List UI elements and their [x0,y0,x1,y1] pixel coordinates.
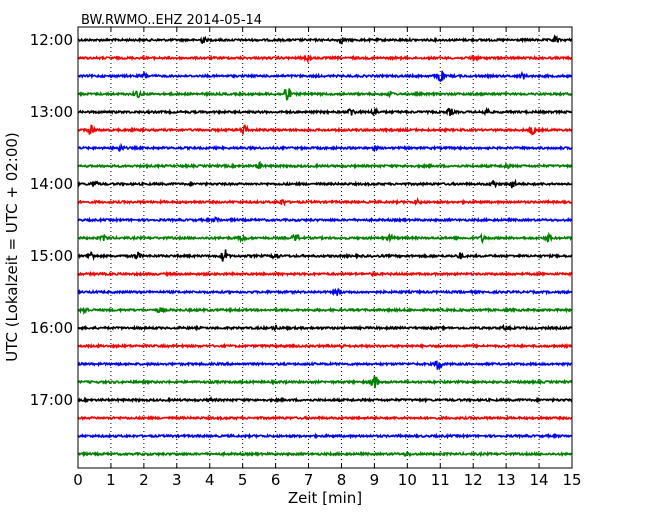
x-axis-label: Zeit [min] [288,489,362,507]
x-tick-label: 9 [370,471,380,489]
trace-line [77,360,572,371]
x-tick-label: 15 [562,471,581,489]
x-tick-label: 3 [172,471,182,489]
x-tick-label: 6 [271,471,281,489]
trace-line [77,54,573,64]
x-tick-label: 12 [464,471,483,489]
chart-title: BW.RWMO..EHZ 2014-05-14 [81,13,262,28]
trace-line [77,342,573,351]
trace-line [77,376,573,389]
y-tick-label: 13:00 [30,103,73,121]
trace-line [77,178,572,189]
trace-line [77,196,572,207]
trace-line [77,88,573,101]
x-tick-label: 14 [530,471,549,489]
trace-line [77,323,573,332]
trace-line [77,124,573,136]
y-tick-label: 14:00 [30,175,73,193]
y-tick-label: 17:00 [30,391,73,409]
seismic-traces [77,34,573,458]
trace-line [77,34,573,45]
x-tick-label: 11 [431,471,450,489]
x-tick-label: 8 [337,471,347,489]
trace-line [77,160,573,170]
trace-line [77,396,573,404]
y-tick-label: 16:00 [30,319,73,337]
trace-line [77,287,573,297]
y-tick-label: 12:00 [30,31,73,49]
trace-line [77,216,573,224]
x-tick-label: 0 [73,471,83,489]
x-tick-label: 7 [304,471,314,489]
x-tick-label: 5 [238,471,248,489]
trace-line [77,270,573,278]
x-tick-label: 4 [205,471,215,489]
trace-line [77,306,573,316]
trace-line [77,450,572,458]
y-axis-label: UTC (Lokalzeit = UTC + 02:00) [3,132,21,362]
trace-line [77,231,572,245]
x-tick-label: 13 [497,471,516,489]
trace-line [77,414,573,422]
x-tick-label: 1 [106,471,116,489]
x-tick-label: 2 [139,471,149,489]
trace-line [77,70,573,83]
y-tick-label: 15:00 [30,247,73,265]
trace-line [77,249,573,262]
x-tick-label: 10 [398,471,417,489]
trace-line [77,106,573,117]
trace-line [77,142,572,153]
plot-frame [77,26,573,469]
axis-ticks: 0 1 2 3 4 5 6 7 8 9 10 11 12 13 14 1512:0013:0014:0015:… [30,27,582,489]
trace-line [77,432,573,440]
vertical-grid-lines [110,27,540,468]
